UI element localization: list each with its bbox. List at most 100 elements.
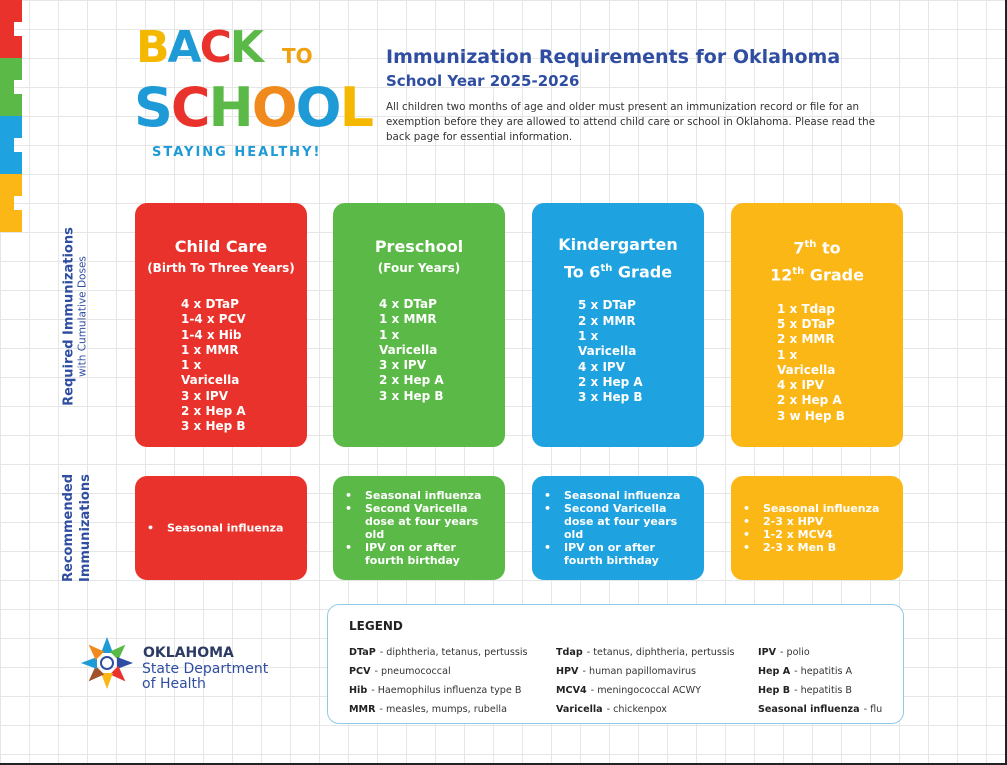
legend-def: - human papillomavirus [582,666,697,677]
required-item: 2 x Hep A [379,373,444,388]
recommended-card: Seasonal influenza [135,476,307,580]
logo-school: SCHOOL [134,76,374,139]
logo-letter: L [339,76,374,139]
legend-abbr: Varicella [556,704,603,715]
required-card: Child Care (Birth To Three Years) 4 x DTaP… [135,203,307,447]
bow [0,152,22,174]
recommended-item: Seasonal influenza [743,502,893,515]
logo-back: BACK [136,22,264,73]
recommended-item: IPV on or after fourth birthday [345,541,495,567]
logo-letter: O [295,76,342,139]
card-title-text: Grade [804,265,864,285]
org-name: State Department [142,661,269,677]
cards: Child Care (Birth To Three Years) 4 x DTaP… [0,0,1005,580]
required-card: Preschool (Four Years) 4 x DTaP 1 x MMR 1 x … [333,203,505,447]
required-item: 1 x Varicella [578,328,637,359]
card-title: 12th Grade [731,260,903,287]
title: Immunization Requirements for Oklahoma [386,46,841,68]
required-item: 5 x DTaP [578,298,636,313]
bow [0,116,22,138]
card-heading: Child Care (Birth To Three Years) [135,203,307,275]
logo-tagline: STAYING HEALTHY! [152,145,322,160]
required-item: 3 x Hep B [181,419,246,434]
card-heading: 7th to 12th Grade [731,203,903,288]
required-item: 3 x Hep B [379,388,444,403]
card-title-text: 12 [770,265,793,285]
required-item: 1 x Tdap [777,301,835,316]
legend-abbr: Seasonal influenza [758,704,860,715]
legend-abbr: Tdap [556,647,583,658]
org-name: of Health [142,676,206,692]
required-list: 4 x DTaP 1-4 x PCV 1-4 x Hib 1 x MMR 1 x Var… [181,297,261,435]
legend-def: - pneumococcal [374,666,451,677]
legend-title: LEGEND [349,619,403,633]
legend-column: Tdap - tetanus, diphtheria, pertussis HPV -… [556,643,735,719]
card-heading: Preschool (Four Years) [333,203,505,275]
logo-letter: B [136,22,170,73]
legend: LEGEND DTaP - diphtheria, tetanus, pertus… [327,604,904,724]
required-card: 7th to 12th Grade 1 x Tdap 5 x DTaP 2 x MMR 1… [731,203,903,447]
recommended-item: Seasonal influenza [345,489,495,502]
legend-item: HPV - human papillomavirus [556,662,735,681]
legend-def: - diphtheria, tetanus, pertussis [379,647,528,658]
row-label-sub: with Cumulative Doses [76,256,89,377]
card-heading: Kindergarten To 6th Grade [532,203,704,284]
required-card: Kindergarten To 6th Grade 5 x DTaP 2 x MMR 1… [532,203,704,447]
legend-def: - meningococcal ACWY [590,685,701,696]
required-item: 1 x MMR [379,312,437,327]
row-label: Required Immunizations with Cumulative D… [62,197,89,437]
legend-abbr: Hep A [758,666,791,677]
required-item: 1 x Varicella [379,327,438,357]
card-title-sup: th [600,263,613,274]
legend-item: Seasonal influenza - flu [758,700,882,719]
recommended-item: Second Varicella dose at four years old [544,502,694,541]
bow [0,22,14,36]
logo-letter: O [251,76,298,139]
card-title: To 6th Grade [532,257,704,284]
required-item: 2 x MMR [578,313,636,328]
legend-item: Tdap - tetanus, diphtheria, pertussis [556,643,735,662]
required-list: 5 x DTaP 2 x MMR 1 x Varicella 4 x IPV 2 x H… [578,298,658,405]
recommended-list: Seasonal influenzaSecond Varicella dose … [333,489,505,567]
legend-abbr: DTaP [349,647,376,658]
recommended-list: Seasonal influenza [135,522,307,535]
required-item: 2 x Hep A [578,374,643,389]
recommended-card: Seasonal influenza2-3 x HPV1-2 x MCV42-3… [731,476,903,580]
card-title-sup: th [804,239,817,250]
required-item: 5 x DTaP [777,316,835,331]
card-title-text: Kindergarten [558,235,678,254]
required-item: 3 w Hep B [777,408,845,423]
legend-item: Hep B- hepatitis B [758,681,882,700]
required-item: 4 x IPV [777,378,824,393]
legend-column: IPV - polio Hep A- hepatitis A Hep B- hepat… [758,643,882,719]
legend-item: Varicella - chickenpox [556,700,735,719]
logo-letter: H [208,76,254,139]
legend-item: DTaP - diphtheria, tetanus, pertussis [349,643,528,662]
recommended-list: Seasonal influenzaSecond Varicella dose … [532,489,704,567]
bow [0,36,22,58]
required-item: 2 x MMR [777,332,835,347]
logo-letter: C [199,22,232,73]
required-item: 1 x Varicella [181,358,240,388]
legend-column: DTaP - diphtheria, tetanus, pertussis PCV -… [349,643,528,719]
required-item: 4 x IPV [578,359,625,374]
legend-abbr: MCV4 [556,685,587,696]
required-item: 4 x DTaP [181,297,239,311]
logo-to: TO [282,44,313,68]
card-subtitle: (Birth To Three Years) [147,261,295,275]
legend-item: PCV - pneumococcal [349,662,528,681]
legend-item: MCV4- meningococcal ACWY [556,681,735,700]
legend-item: Hib - Haemophilus influenza type B [349,681,528,700]
card-title-text: Preschool [374,237,464,256]
legend-abbr: Hep B [758,685,791,696]
legend-def: - Haemophilus influenza type B [371,685,522,696]
required-item: 3 x IPV [181,388,228,403]
bow [0,138,14,152]
recommended-card: Seasonal influenzaSecond Varicella dose … [333,476,505,580]
legend-def: - flu [863,704,883,715]
recommended-item: Second Varicella dose at four years old [345,502,495,541]
recommended-item: 1-2 x MCV4 [743,528,893,541]
health-logo [81,637,133,689]
bow [0,210,22,232]
card-title-text: To 6 [563,262,601,282]
